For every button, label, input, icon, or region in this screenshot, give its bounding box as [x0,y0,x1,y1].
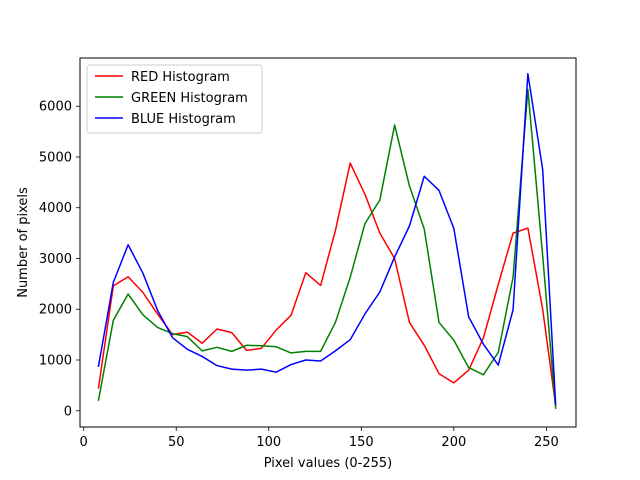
axis-ticks: 0 50 100 150 200 250 0 1000 2000 3000 4000 5000 6000 [39,100,559,450]
series-line-green [97,88,557,410]
legend: RED Histogram GREEN Histogram BLUE Histo… [86,64,263,134]
x-tick-label: 250 [534,435,559,450]
y-tick-label: 0 [64,404,72,419]
legend-box [86,64,263,134]
legend-label-green: GREEN Histogram [131,91,248,106]
y-tick-label: 1000 [39,354,72,369]
series-lines [97,72,557,410]
x-tick-label: 0 [80,435,88,450]
x-tick-label: 50 [168,435,185,450]
plot-area-frame [79,57,577,428]
y-axis-title: Number of pixels [16,187,31,298]
y-tick-label: 2000 [39,303,72,318]
x-tick-label: 150 [349,435,374,450]
x-axis-title: Pixel values (0-255) [264,456,393,471]
legend-label-blue: BLUE Histogram [131,112,236,127]
y-tick-label: 4000 [39,201,72,216]
y-tick-label: 6000 [39,100,72,115]
y-tick-label: 3000 [39,252,72,267]
x-tick-label: 200 [441,435,466,450]
x-tick-label: 100 [256,435,281,450]
y-tick-label: 5000 [39,150,72,165]
series-line-blue [97,72,557,405]
legend-label-red: RED Histogram [131,70,230,85]
